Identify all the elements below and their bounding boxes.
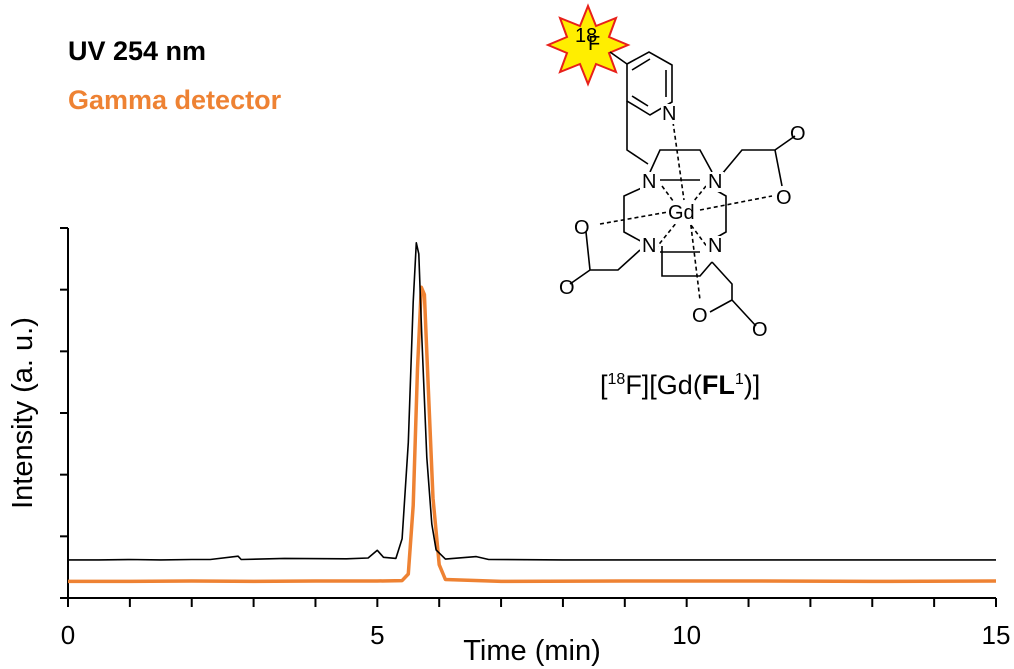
axes xyxy=(67,228,996,599)
legend-uv: UV 254 nm xyxy=(68,36,206,66)
series-layer xyxy=(68,242,997,584)
gadolinium-label: Gd xyxy=(668,202,695,224)
cyclen-ring xyxy=(649,149,713,173)
oxygen-label: O xyxy=(752,319,768,341)
x-tick-label: 10 xyxy=(672,620,701,650)
fluorine-atom-label: F xyxy=(588,33,600,55)
pyridine-double-bond xyxy=(631,58,651,71)
pyridine-n-label: N xyxy=(662,103,676,125)
oxygen-label: O xyxy=(776,187,792,209)
compound-caption: [18F][Gd(FL1)] xyxy=(600,370,760,400)
y-ticks xyxy=(60,227,68,599)
oxygen-label: O xyxy=(574,217,590,239)
picolyl-arm xyxy=(626,101,649,165)
x-ticks xyxy=(67,598,997,607)
cyclen-n-label: N xyxy=(642,235,656,257)
series-line-gamma xyxy=(68,285,997,584)
x-tick-label: 15 xyxy=(982,620,1011,650)
x-tick-labels: 0 5 10 15 xyxy=(61,620,1011,650)
atom-labels: 18 F N N N N N Gd O O O O O O xyxy=(559,25,806,341)
acetate-arm-right-top xyxy=(721,135,796,187)
acetate-arm-bottom xyxy=(709,261,757,327)
pyridine-fluorine-bond xyxy=(609,51,628,65)
cyclen-ring xyxy=(623,179,727,277)
legend-gamma: Gamma detector xyxy=(68,85,282,115)
cyclen-n-label: N xyxy=(708,235,722,257)
oxygen-label: O xyxy=(790,123,806,145)
x-tick-label: 0 xyxy=(61,620,75,650)
acetate-arm-left-bottom xyxy=(569,231,641,285)
cyclen-n-label: N xyxy=(708,171,722,193)
pyridine-double-bond xyxy=(631,95,649,107)
series-line-uv xyxy=(68,242,996,561)
oxygen-label: O xyxy=(559,277,575,299)
x-axis-label: Time (min) xyxy=(463,635,600,667)
y-axis-label: Intensity (a. u.) xyxy=(7,317,39,509)
oxygen-label: O xyxy=(692,305,708,327)
x-tick-label: 5 xyxy=(370,620,384,650)
cyclen-n-label: N xyxy=(642,171,656,193)
isotope-mass-label: 18 xyxy=(575,25,597,47)
